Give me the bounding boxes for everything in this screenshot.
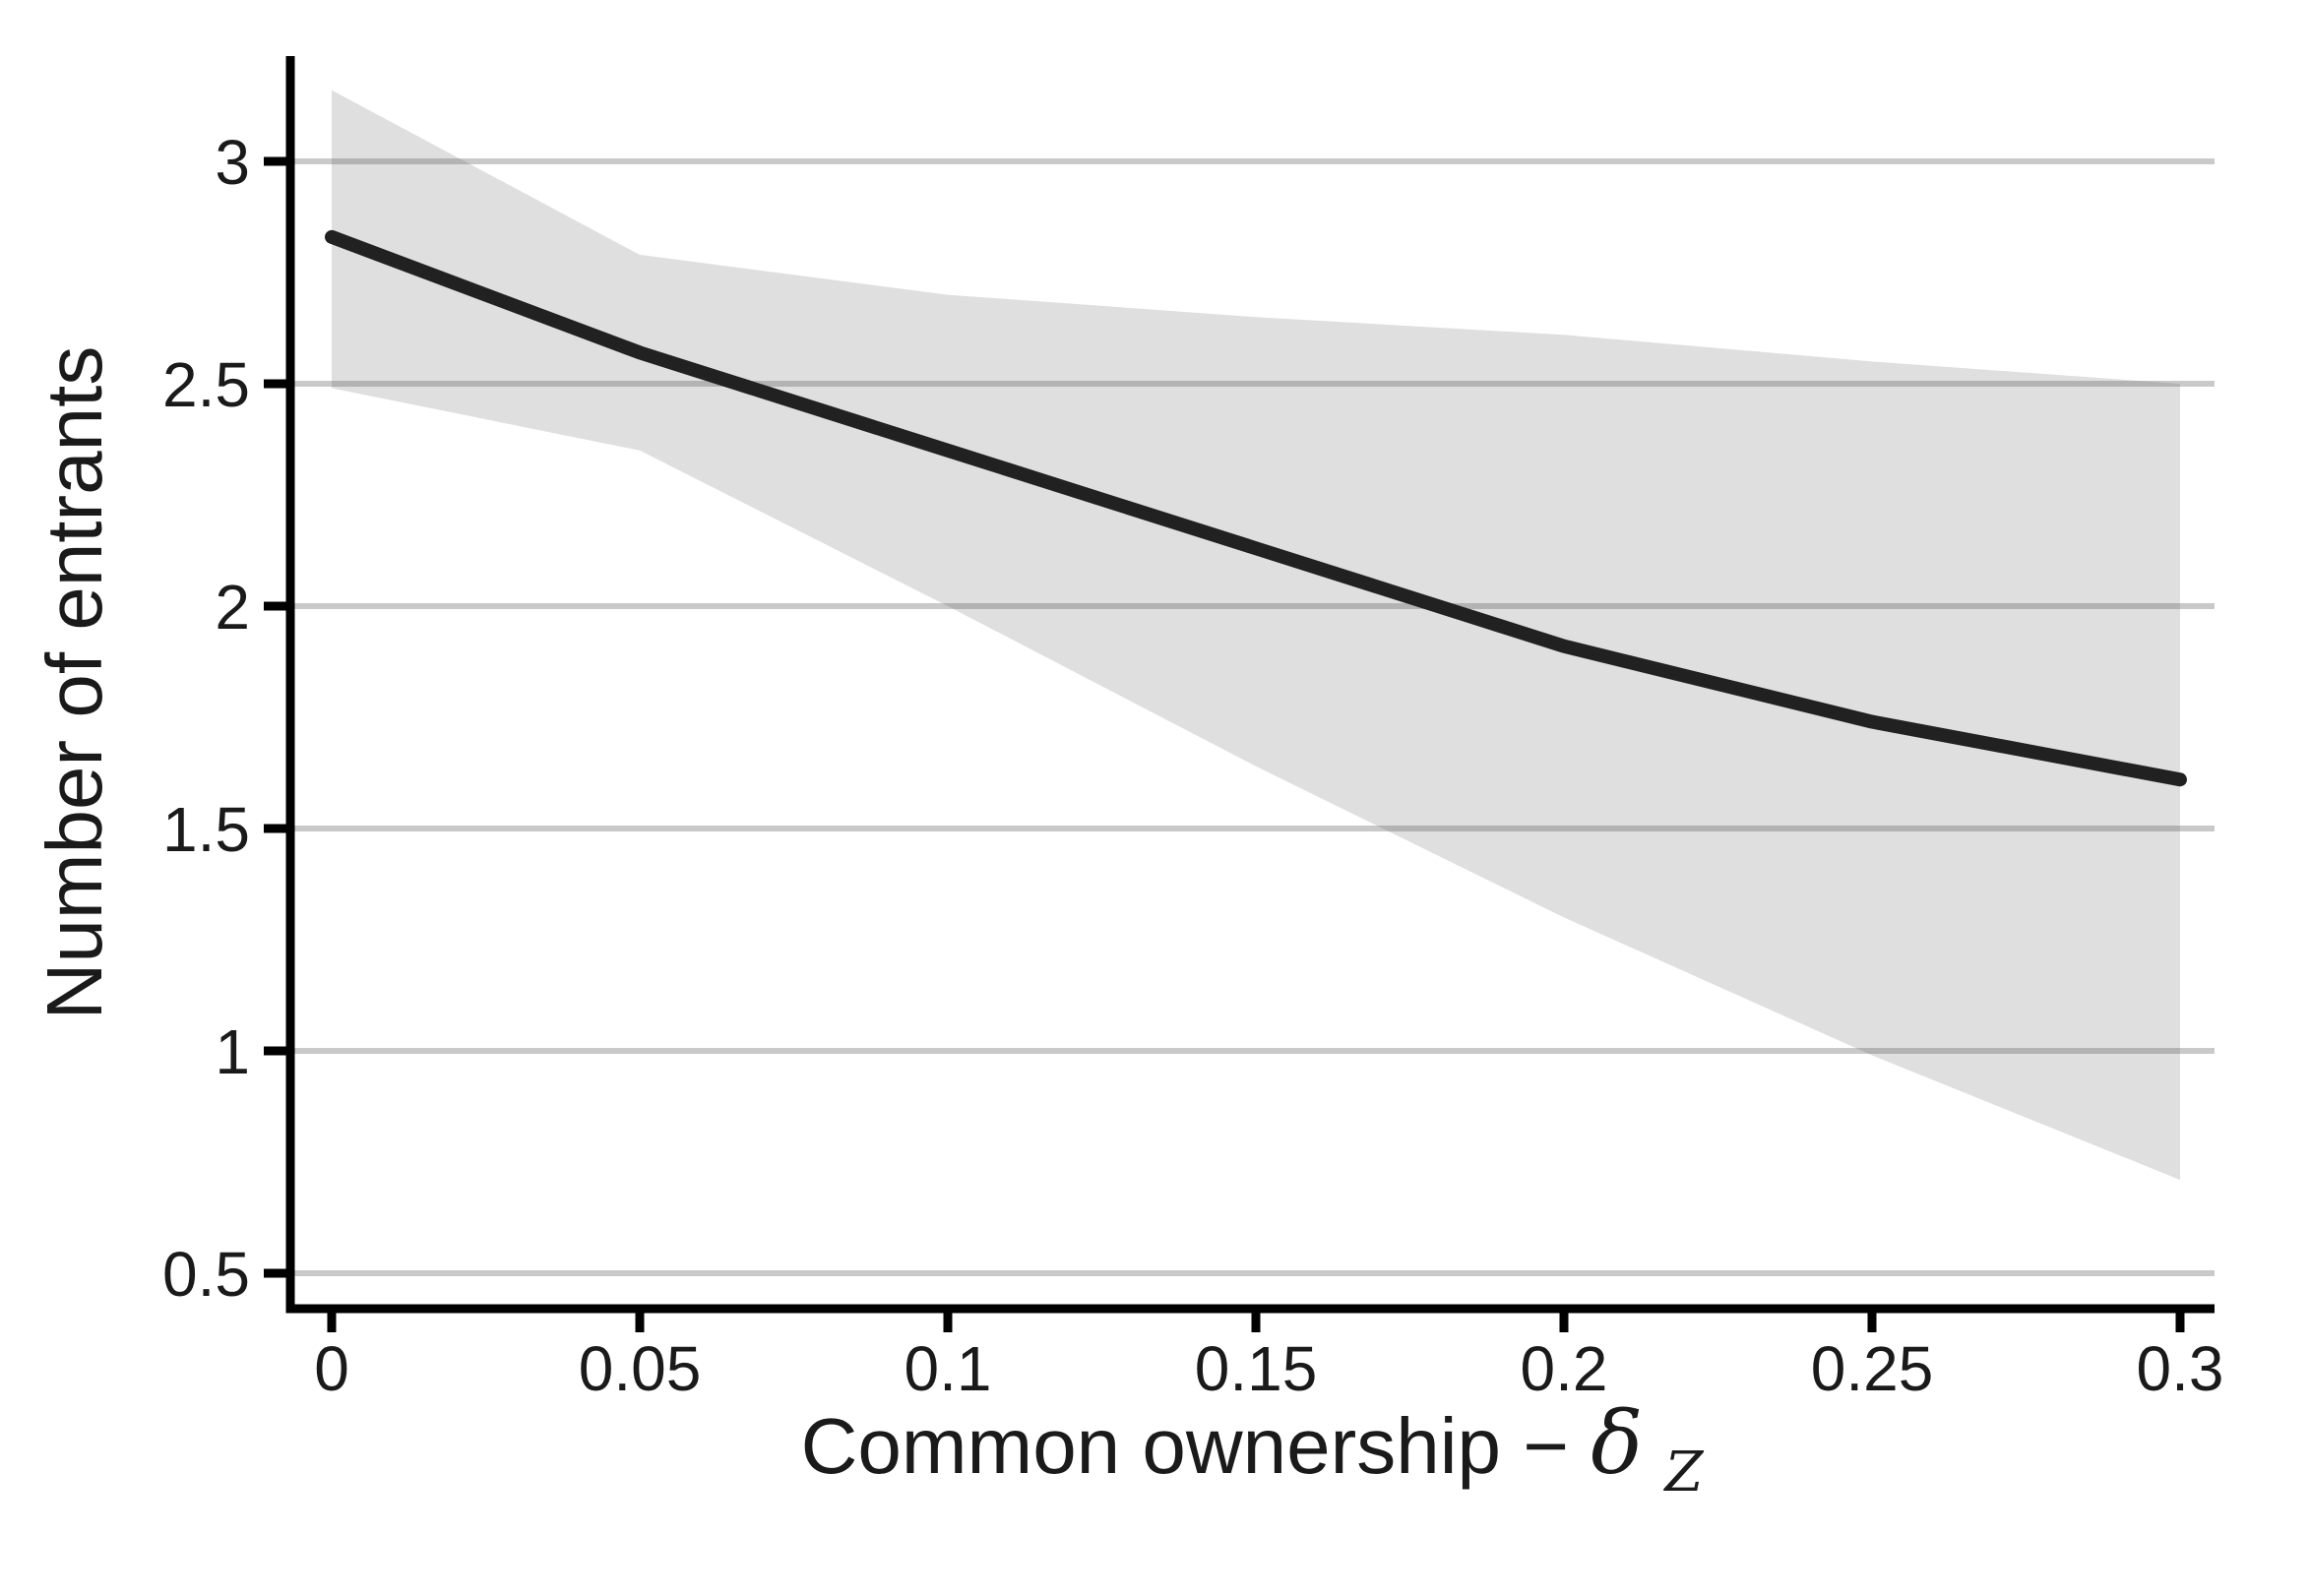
x-tick-label-0.3: 0.3: [2137, 1333, 2224, 1404]
confidence-band: [332, 90, 2180, 1181]
x-tick-label-0.2: 0.2: [1521, 1333, 1608, 1404]
delta-subscript: Z: [1662, 1441, 1704, 1504]
delta-symbol: δ: [1591, 1392, 1643, 1494]
x-tick-label-0: 0: [314, 1333, 349, 1404]
y-tick-label-0.5: 0.5: [162, 1239, 250, 1310]
y-tick-label-1.5: 1.5: [162, 794, 250, 865]
x-tick-label-0.1: 0.1: [905, 1333, 992, 1404]
x-axis-title-text: Common ownership −: [801, 1402, 1591, 1490]
y-axis-title: Number of entrants: [31, 346, 118, 1020]
y-tick-label-2.5: 2.5: [162, 349, 250, 420]
x-axis-title: Common ownership − δ Z: [801, 1392, 1705, 1504]
x-tick-label-0.05: 0.05: [579, 1333, 702, 1404]
y-tick-label-2: 2: [215, 572, 250, 643]
x-tick-label-0.25: 0.25: [1811, 1333, 1934, 1404]
y-tick-label-3: 3: [215, 127, 250, 198]
mean-response-line: [325, 229, 2187, 787]
x-tick-label-0.15: 0.15: [1195, 1333, 1318, 1404]
y-tick-label-1: 1: [215, 1016, 250, 1087]
